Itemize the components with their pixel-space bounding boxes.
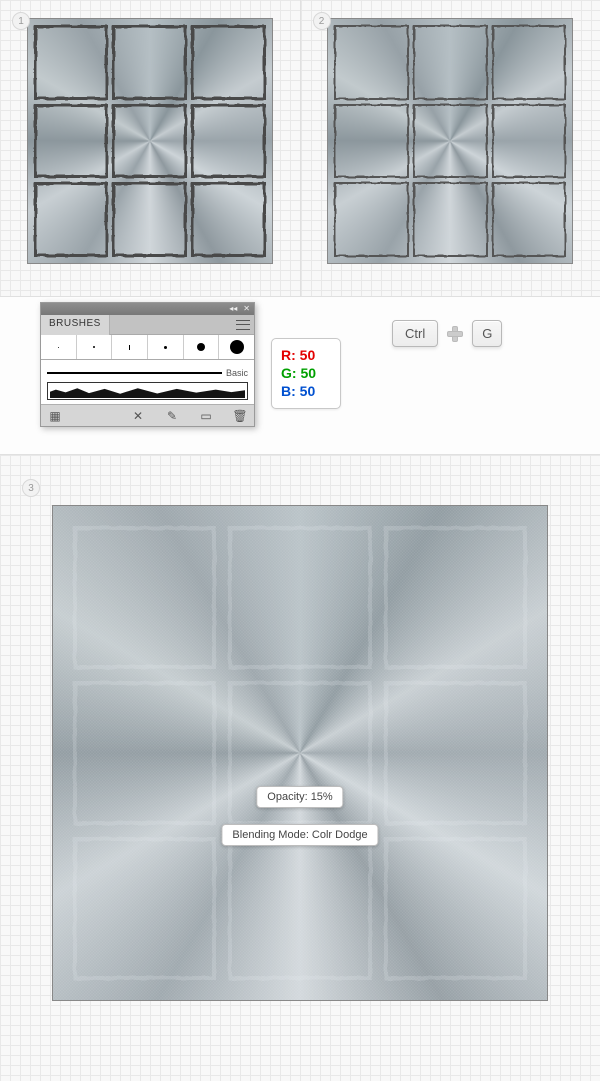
brush-swatch-2[interactable]	[77, 335, 113, 359]
bottom-inner: Opacity: 15% Blending Mode: Colr Dodge	[0, 493, 600, 1081]
brush-libraries-icon[interactable]: ▦	[47, 409, 63, 423]
grid-cell	[492, 182, 567, 257]
brushes-tab[interactable]: BRUSHES	[41, 315, 110, 335]
metal-preview-large: Opacity: 15% Blending Mode: Colr Dodge	[52, 505, 548, 1001]
inner-grid-1	[28, 19, 272, 263]
rgb-b-value: B: 50	[281, 382, 331, 400]
brush-swatch-3[interactable]	[112, 335, 148, 359]
grid-cell	[413, 25, 488, 100]
brushes-panel: ◂◂ ✕ BRUSHES Basic ▦	[40, 302, 255, 427]
brushes-panel-header[interactable]: ◂◂ ✕	[41, 303, 254, 315]
step-2-label: 2	[319, 16, 325, 27]
brush-stroke-samples: Basic	[41, 360, 254, 404]
panel-step-1: 1	[0, 0, 301, 296]
grid-cell	[492, 25, 567, 100]
metal-preview-1	[27, 18, 273, 264]
new-brush-icon[interactable]: ▭	[198, 409, 214, 423]
grid-cell	[112, 104, 187, 179]
delete-brush-icon[interactable]: 🗑	[232, 409, 248, 423]
brushes-footer: ▦ ✕ ✎ ▭ 🗑	[41, 404, 254, 426]
brush-sample-basic[interactable]: Basic	[47, 364, 248, 382]
brush-swatch-1[interactable]	[41, 335, 77, 359]
inner-grid-2	[328, 19, 572, 263]
grid-cell	[334, 25, 409, 100]
grid-cell	[334, 104, 409, 179]
opacity-chip: Opacity: 15%	[256, 786, 343, 808]
rgb-r-value: R: 50	[281, 346, 331, 364]
plus-icon	[446, 325, 464, 343]
brush-swatch-6[interactable]	[219, 335, 254, 359]
close-icon[interactable]: ✕	[243, 305, 250, 313]
grid-cell	[191, 25, 266, 100]
noise-overlay	[53, 506, 547, 1000]
panel-step-2: 2	[301, 0, 600, 296]
grid-cell	[191, 182, 266, 257]
keyboard-shortcut: Ctrl G	[392, 320, 502, 347]
panel-step-3: 3 Opacity: 15% Blending Mode: Colr Dodge	[0, 454, 600, 1081]
grid-cell	[413, 104, 488, 179]
grid-cell	[34, 25, 109, 100]
grid-cell	[492, 104, 567, 179]
grid-cell	[191, 104, 266, 179]
grid-cell	[334, 182, 409, 257]
rgb-g-value: G: 50	[281, 364, 331, 382]
brush-swatch-5[interactable]	[184, 335, 220, 359]
grid-cell	[413, 182, 488, 257]
large-metal-wrap: Opacity: 15% Blending Mode: Colr Dodge	[52, 505, 548, 1001]
key-g: G	[472, 320, 502, 347]
basic-stroke-preview	[47, 372, 222, 374]
brush-swatch-4[interactable]	[148, 335, 184, 359]
step-3-label: 3	[28, 483, 34, 494]
brushes-tabs-filler	[110, 315, 254, 335]
step-badge-3: 3	[22, 479, 40, 497]
grid-cell	[112, 182, 187, 257]
grid-cell	[34, 104, 109, 179]
top-row: 1 2	[0, 0, 600, 297]
brush-options-icon[interactable]: ✎	[164, 409, 180, 423]
basic-label: Basic	[226, 368, 248, 378]
brush-size-swatches	[41, 335, 254, 360]
step-1-label: 1	[18, 16, 24, 27]
blend-mode-chip: Blending Mode: Colr Dodge	[221, 824, 378, 846]
brushes-tab-label: BRUSHES	[49, 318, 101, 329]
key-ctrl: Ctrl	[392, 320, 438, 347]
grid-cell	[34, 182, 109, 257]
metal-preview-2	[327, 18, 573, 264]
brushes-tabs: BRUSHES	[41, 315, 254, 335]
rgb-values-box: R: 50 G: 50 B: 50	[271, 338, 341, 409]
tools-row: ◂◂ ✕ BRUSHES Basic ▦	[0, 297, 600, 454]
remove-stroke-icon[interactable]: ✕	[130, 409, 146, 423]
grid-cell	[112, 25, 187, 100]
step-badge-1: 1	[12, 12, 30, 30]
panel-menu-icon[interactable]	[236, 320, 250, 330]
charcoal-stroke-preview	[50, 384, 245, 398]
step-badge-2: 2	[313, 12, 331, 30]
collapse-icon[interactable]: ◂◂	[229, 305, 237, 313]
brush-sample-charcoal[interactable]	[47, 382, 248, 400]
